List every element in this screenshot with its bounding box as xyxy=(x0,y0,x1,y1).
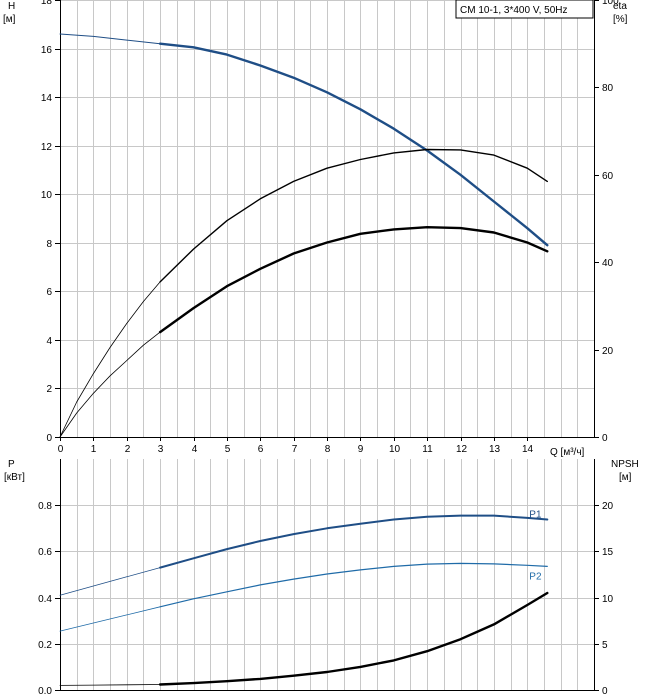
bottom-y2-unit: [м] xyxy=(619,472,632,483)
x-tick-label: 1 xyxy=(91,444,97,455)
top-chart-series xyxy=(59,33,549,438)
top-y-label: H xyxy=(8,1,15,12)
bottom-series-line xyxy=(159,562,548,608)
x-tick-label: 6 xyxy=(258,444,264,455)
bottom-y-unit: [кВт] xyxy=(4,472,25,483)
top-series-line xyxy=(59,331,161,438)
bottom-chart-grid: 0.0 0.2 0.4 0.6 0.8 0 5 10 15 20 xyxy=(38,459,614,697)
chart-labels: H [м] eta [%] Q [м³/ч] P [кВт] NPSH [м] xyxy=(3,1,639,483)
y-tick-label: 0.6 xyxy=(38,547,52,558)
y2-tick-label: 20 xyxy=(602,501,614,512)
bottom-series-line xyxy=(159,514,549,569)
bottom-y2-label: NPSH xyxy=(611,459,639,470)
bottom-series-line xyxy=(59,684,161,686)
series-label: P1 xyxy=(529,510,542,521)
y2-tick-label: 80 xyxy=(602,83,614,94)
top-series-line xyxy=(158,226,549,334)
x-tick-label: 9 xyxy=(358,444,364,455)
series-label: P2 xyxy=(529,571,542,582)
y-tick-label: 16 xyxy=(41,45,53,56)
y-tick-label: 0.0 xyxy=(38,686,52,697)
x-tick-label: 2 xyxy=(125,444,131,455)
y2-tick-label: 0 xyxy=(602,686,608,697)
legend-box: CM 10-1, 3*400 V, 50Hz xyxy=(455,0,594,19)
y2-tick-label: 60 xyxy=(602,171,614,182)
y2-tick-label: 0 xyxy=(602,433,608,444)
top-y-unit: [м] xyxy=(3,14,16,25)
top-series-line xyxy=(59,281,161,438)
bottom-series-line xyxy=(158,591,549,686)
bottom-series-line xyxy=(59,567,161,596)
y-tick-label: 18 xyxy=(41,0,53,7)
x-tick-label: 10 xyxy=(389,444,401,455)
y-tick-label: 10 xyxy=(41,190,53,201)
y-tick-label: 4 xyxy=(46,336,52,347)
y2-tick-label: 20 xyxy=(602,346,614,357)
x-tick-label: 4 xyxy=(192,444,198,455)
top-series-line xyxy=(59,33,161,45)
top-series-line xyxy=(159,148,548,283)
y-tick-label: 0.8 xyxy=(38,501,52,512)
x-tick-label: 11 xyxy=(422,444,433,455)
bottom-y-label: P xyxy=(8,459,15,470)
y2-tick-label: 100 xyxy=(602,0,619,7)
y-tick-label: 6 xyxy=(46,287,52,298)
y-tick-label: 0.2 xyxy=(38,640,52,651)
top-series-line xyxy=(158,42,549,247)
x-tick-label: 3 xyxy=(158,444,164,455)
top-x-label: Q [м³/ч] xyxy=(550,447,585,458)
y2-tick-label: 10 xyxy=(602,594,614,605)
x-tick-label: 14 xyxy=(522,444,534,455)
bottom-series-line xyxy=(59,606,161,632)
y-tick-label: 0.4 xyxy=(38,594,52,605)
x-tick-label: 13 xyxy=(489,444,501,455)
y2-tick-label: 40 xyxy=(602,258,614,269)
x-tick-label: 7 xyxy=(292,444,298,455)
y-tick-label: 14 xyxy=(41,93,53,104)
legend-box-text: CM 10-1, 3*400 V, 50Hz xyxy=(460,5,567,16)
y-tick-label: 2 xyxy=(46,384,52,395)
top-y2-label: eta xyxy=(613,1,627,12)
top-y2-unit: [%] xyxy=(613,14,628,25)
x-tick-label: 12 xyxy=(456,444,468,455)
y2-tick-label: 5 xyxy=(602,640,608,651)
y-tick-label: 0 xyxy=(46,433,52,444)
x-tick-label: 8 xyxy=(325,444,331,455)
y2-tick-label: 15 xyxy=(602,547,614,558)
y-tick-label: 12 xyxy=(41,142,53,153)
x-tick-label: 5 xyxy=(225,444,231,455)
bottom-chart-series: P1 P2 xyxy=(59,510,549,686)
y-tick-label: 8 xyxy=(46,239,52,250)
x-tick-label: 0 xyxy=(58,444,64,455)
